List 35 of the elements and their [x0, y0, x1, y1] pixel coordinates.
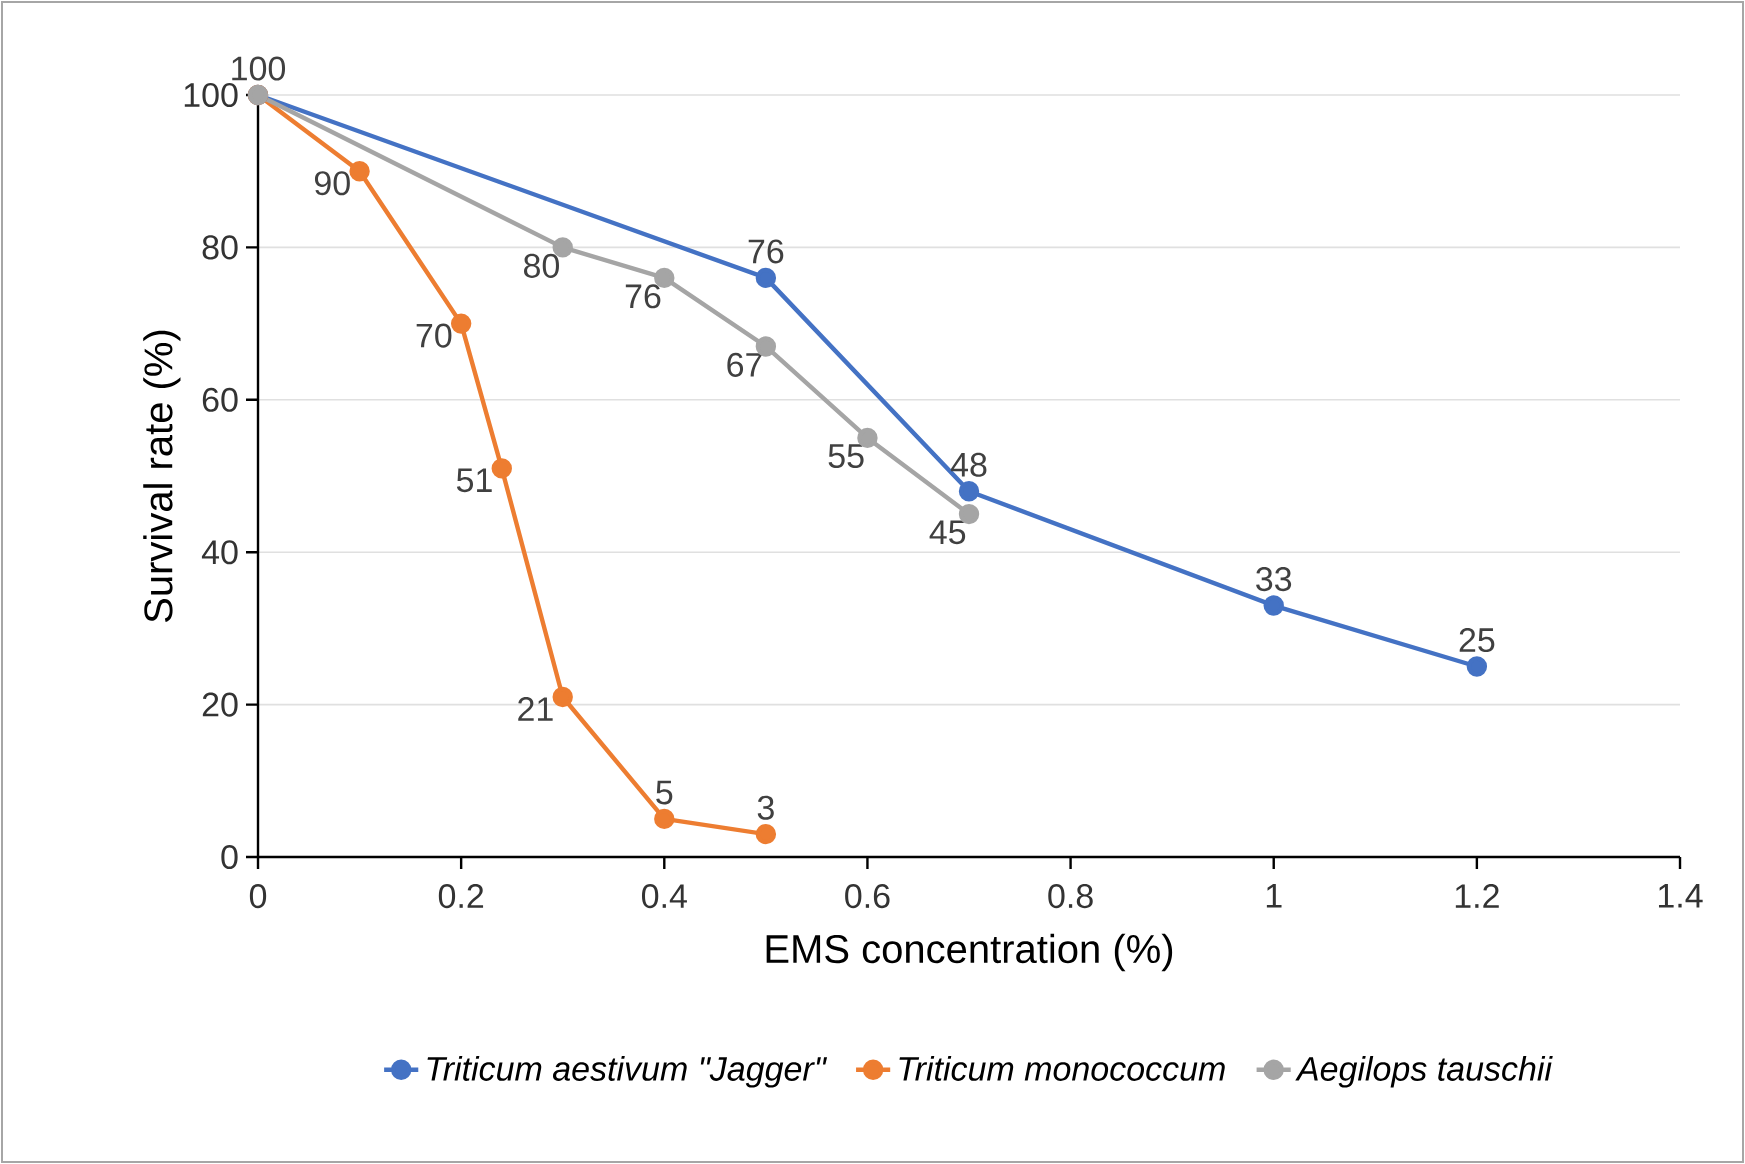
data-label: 90	[314, 171, 350, 196]
data-label: 33	[1256, 567, 1292, 592]
y-tick-label: 20	[202, 692, 238, 717]
data-label: 48	[950, 452, 987, 477]
x-tick-label: 0.2	[438, 884, 484, 909]
data-label: 100	[232, 56, 286, 81]
data-label: 76	[748, 239, 784, 264]
data-label: 45	[929, 520, 966, 545]
x-tick-label: 1	[1266, 884, 1282, 908]
x-tick-label: 1.2	[1455, 884, 1499, 908]
data-label: 51	[456, 468, 492, 493]
data-label: 80	[523, 253, 559, 278]
x-tick-label: 0.8	[1048, 884, 1093, 909]
legend-label: Triticum aestivum "Jagger"	[427, 1055, 828, 1088]
data-label: 55	[828, 444, 864, 469]
y-tick-label: 100	[184, 82, 238, 108]
data-label: 25	[1459, 628, 1495, 653]
data-label: 67	[727, 352, 762, 377]
y-tick-label: 60	[202, 387, 238, 412]
data-label: 21	[518, 697, 553, 721]
x-tick-label: 0	[249, 884, 267, 909]
y-tick-label: 0	[221, 844, 238, 870]
x-tick-label: 1.4	[1658, 884, 1703, 908]
y-tick-label: 80	[202, 235, 238, 260]
legend-label: Aegilops tauschii	[1295, 1055, 1553, 1088]
data-label: 70	[416, 323, 452, 348]
data-label: 5	[656, 780, 673, 805]
y-tick-label: 40	[201, 540, 238, 565]
data-label: 76	[625, 284, 661, 309]
y-axis-title: Survival rate (%)	[143, 330, 181, 622]
x-axis-title: EMS concentration (%)	[766, 933, 1173, 972]
legend-label: Triticum monococcum	[899, 1055, 1225, 1081]
x-tick-label: 0.6	[845, 884, 890, 909]
x-tick-label: 0.4	[641, 884, 687, 909]
data-label: 3	[757, 795, 774, 820]
